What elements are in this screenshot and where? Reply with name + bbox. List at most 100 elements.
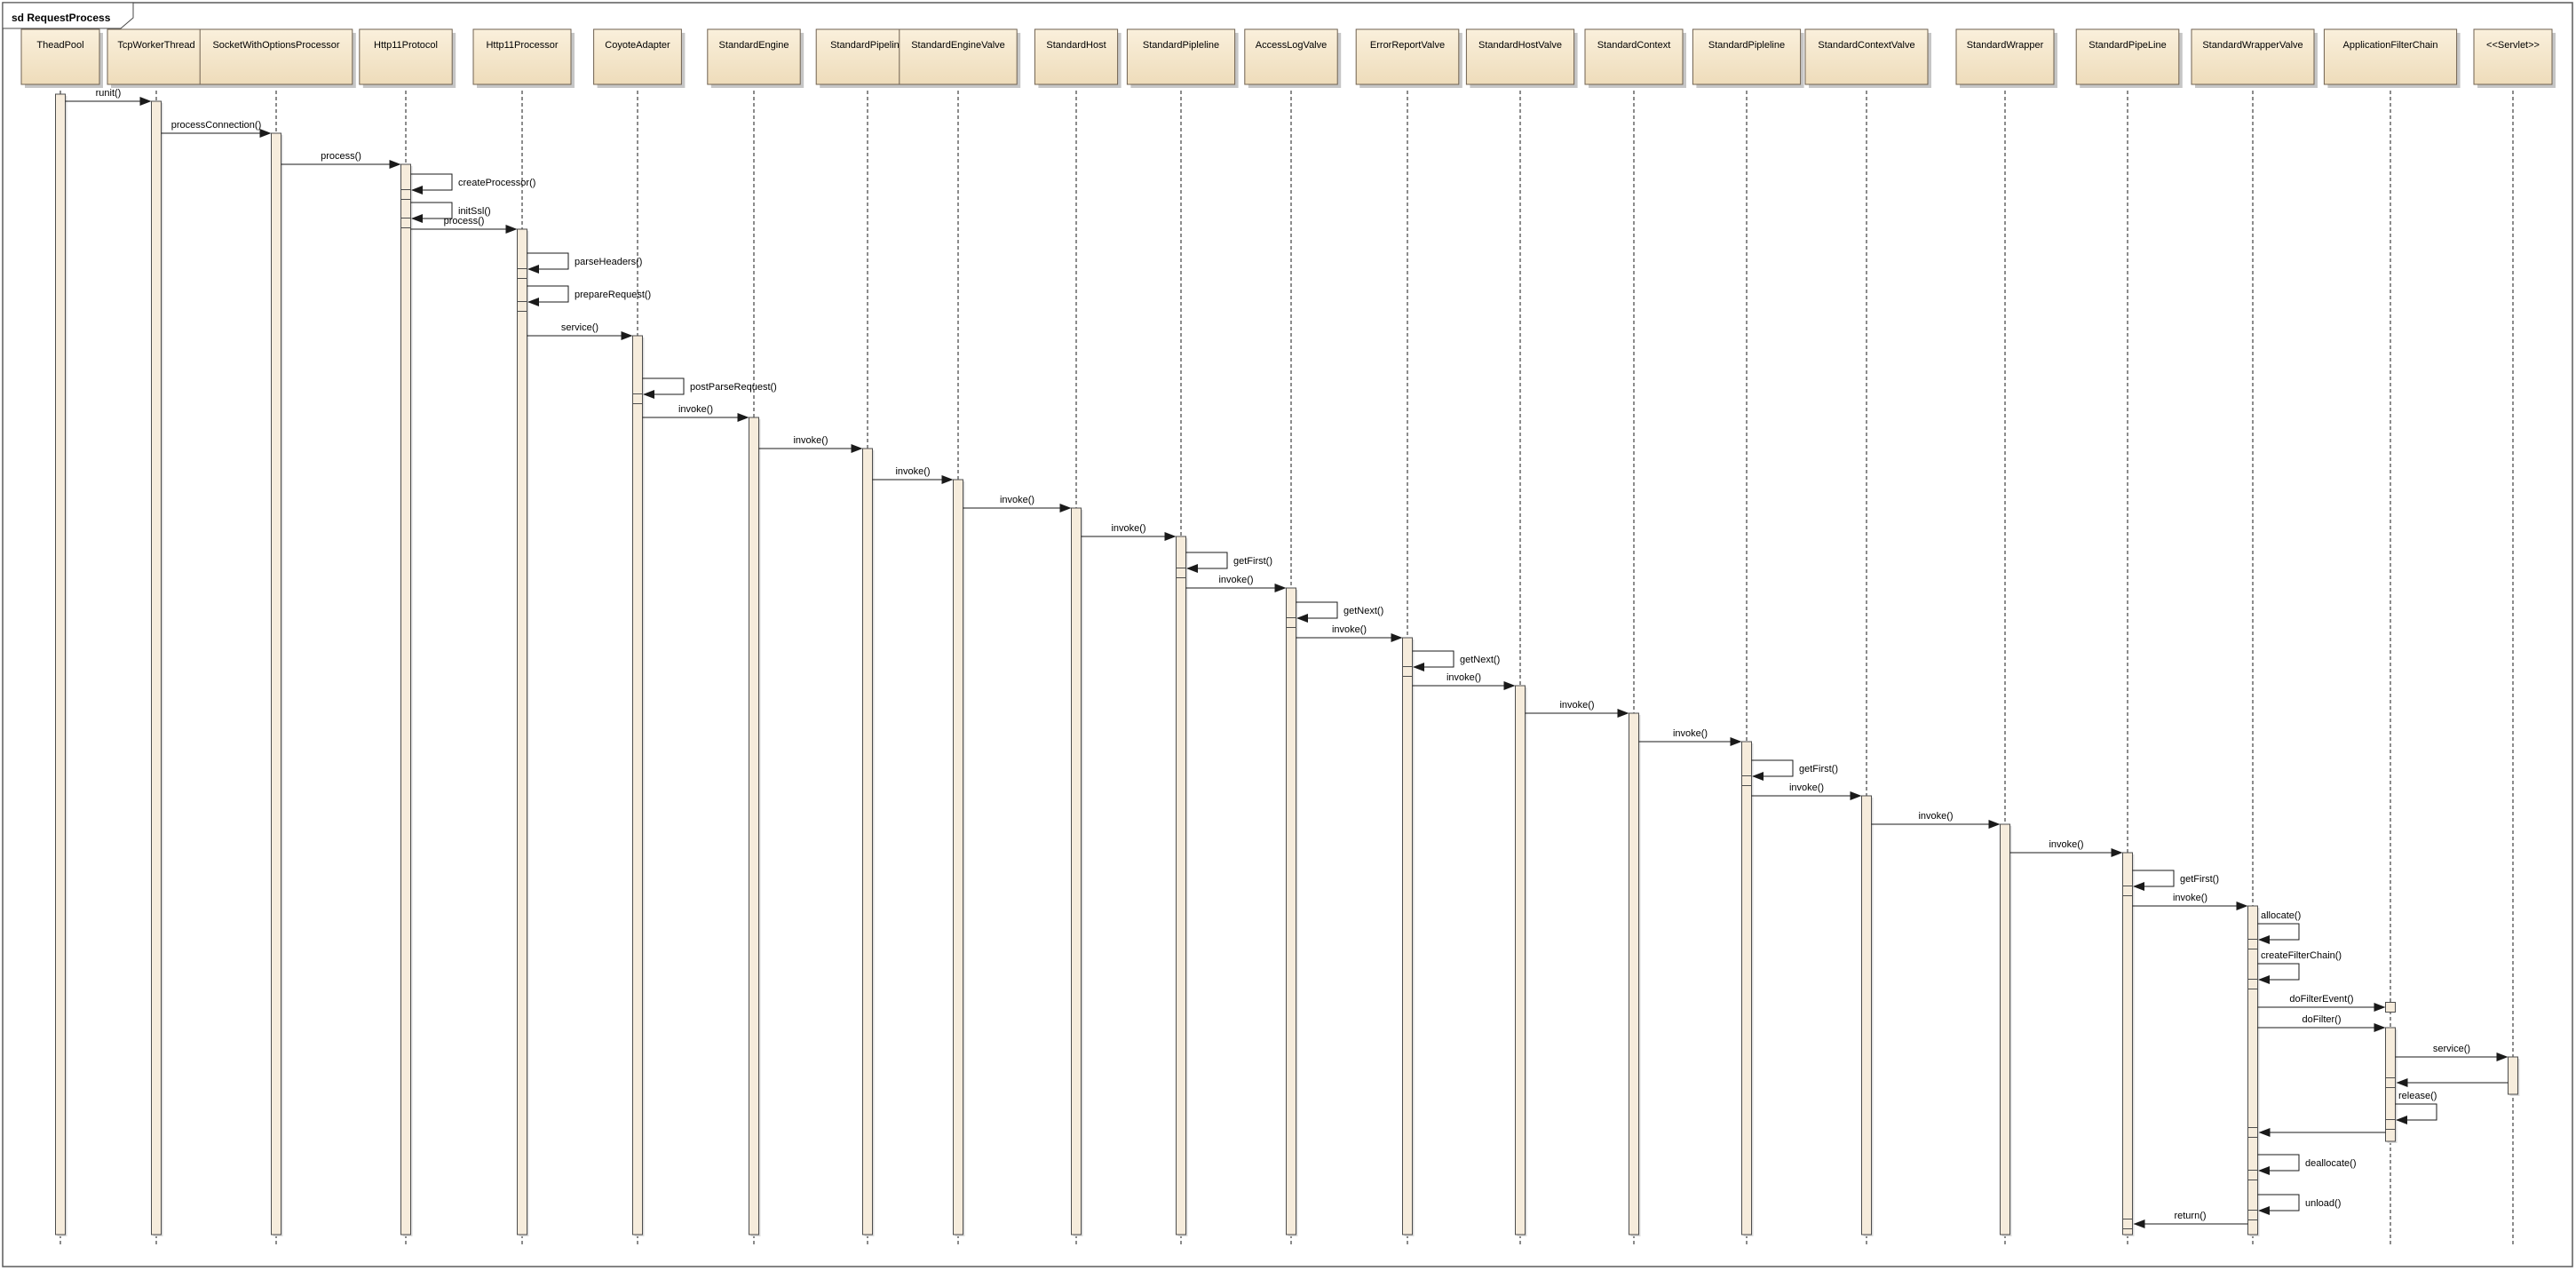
message-self: release() [2385, 1091, 2437, 1130]
arrowhead-right-icon [1059, 504, 1072, 512]
return-point-square [2385, 1002, 2396, 1013]
participant-name: StandardWrapperValve [2202, 40, 2303, 51]
arrowhead-right-icon [2111, 848, 2123, 857]
message-call: doFilter() [2257, 1014, 2386, 1032]
arrowhead-right-icon [1730, 737, 1742, 746]
message-call: service() [527, 322, 633, 340]
message-label: invoke() [1000, 495, 1034, 505]
participant-name: StandardContextValve [1818, 40, 1914, 51]
self-message-loop [1296, 601, 1338, 619]
return-point-square [400, 218, 411, 228]
arrowhead-left-icon [2396, 1078, 2408, 1087]
activation-bar [271, 132, 281, 1235]
activation-bar [1176, 536, 1186, 1235]
participant-box [707, 28, 801, 85]
message-label: return() [2174, 1211, 2206, 1221]
self-message-loop [2257, 1154, 2300, 1172]
return-point-square [1286, 617, 1296, 628]
self-message-loop [1412, 650, 1454, 668]
participant-name: StandardHost [1046, 40, 1106, 51]
arrowhead-left-icon [2258, 1166, 2270, 1175]
message-label: getFirst() [2180, 874, 2219, 885]
frame-title: sd RequestProcess [12, 12, 111, 24]
return-point-square [2122, 1219, 2133, 1229]
activation-bar [2508, 1056, 2518, 1095]
message-call: runit() [65, 88, 152, 106]
message-label: prepareRequest() [575, 290, 651, 300]
message-label: deallocate() [2305, 1158, 2356, 1169]
message-label: invoke() [1111, 523, 1145, 534]
participant-box [899, 28, 1018, 85]
participant: StandardHostValve [1465, 28, 1578, 88]
arrowhead-right-icon [2374, 1003, 2386, 1012]
participant-box [1244, 28, 1338, 85]
message-label: unload() [2305, 1198, 2341, 1209]
arrowhead-right-icon [2236, 902, 2248, 910]
participant-name: StandardWrapper [1967, 40, 2044, 51]
message-call: invoke() [1751, 782, 1862, 800]
participant-box [2191, 28, 2315, 85]
return-point-square [2247, 939, 2258, 949]
message-label: invoke() [1332, 624, 1367, 635]
participant-name: <<Servlet>> [2486, 40, 2540, 51]
participant: TheadPool [20, 28, 103, 88]
message-self: getFirst() [1741, 759, 1838, 786]
activation-bar [1071, 507, 1082, 1235]
participant-name: StandardPipeLine [2089, 40, 2166, 51]
self-message-loop [2257, 923, 2300, 941]
message-call: invoke() [1638, 728, 1742, 746]
self-message-loop [527, 285, 569, 303]
message-label: processConnection() [171, 120, 262, 131]
activation-bar [749, 417, 759, 1235]
activation-bar [2000, 823, 2010, 1235]
arrowhead-left-icon [1752, 772, 1764, 781]
message-call: invoke() [1871, 811, 2001, 829]
message-call: invoke() [1525, 700, 1629, 718]
message-call: invoke() [2009, 839, 2123, 857]
message-label: getNext() [1343, 606, 1383, 616]
participant-box [2323, 28, 2458, 85]
arrowhead-right-icon [139, 97, 152, 106]
message-call: invoke() [1185, 575, 1287, 592]
participant-box [1355, 28, 1460, 85]
message-self: getFirst() [1176, 552, 1272, 578]
message-label: process() [321, 151, 361, 162]
self-message-loop [2132, 870, 2175, 887]
participant-box [1692, 28, 1802, 85]
self-message-loop [1185, 552, 1228, 569]
message-call: processConnection() [161, 120, 272, 138]
participant-name: StandardPipleline [1143, 40, 1219, 51]
participant-name: StandardPipeline [830, 40, 905, 51]
participant-name: TcpWorkerThread [117, 40, 194, 51]
participant-name: StandardPipleline [1708, 40, 1785, 51]
message-label: invoke() [1789, 782, 1824, 793]
participant: StandardEngine [707, 28, 805, 88]
self-message-loop [527, 252, 569, 270]
message-self: prepareRequest() [517, 285, 651, 312]
participant-box [1465, 28, 1575, 85]
frame-tab-shape [2, 2, 134, 29]
self-message-loop [2257, 1194, 2300, 1211]
arrowhead-right-icon [941, 475, 954, 484]
participant: Http11Protocol [359, 28, 456, 88]
activation-bar [55, 93, 66, 1235]
return-point-square [2247, 1127, 2258, 1138]
arrowhead-right-icon [505, 225, 518, 234]
message-label: invoke() [678, 404, 713, 415]
message-label: createProcessor() [458, 178, 535, 188]
participant: StandardEngineValve [899, 28, 1021, 88]
activation-bar [1402, 637, 1413, 1235]
message-call: invoke() [1081, 523, 1177, 541]
message-call: invoke() [963, 495, 1072, 512]
message-return [2385, 1077, 2509, 1088]
arrowhead-right-icon [1503, 681, 1516, 690]
frame-tab: sd RequestProcess [2, 2, 134, 29]
message-label: runit() [96, 88, 122, 99]
message-label: getFirst() [1233, 556, 1272, 567]
participant-box [472, 28, 572, 85]
arrowhead-left-icon [2258, 935, 2270, 944]
message-label: invoke() [1559, 700, 1594, 711]
arrowhead-left-icon [527, 265, 539, 274]
